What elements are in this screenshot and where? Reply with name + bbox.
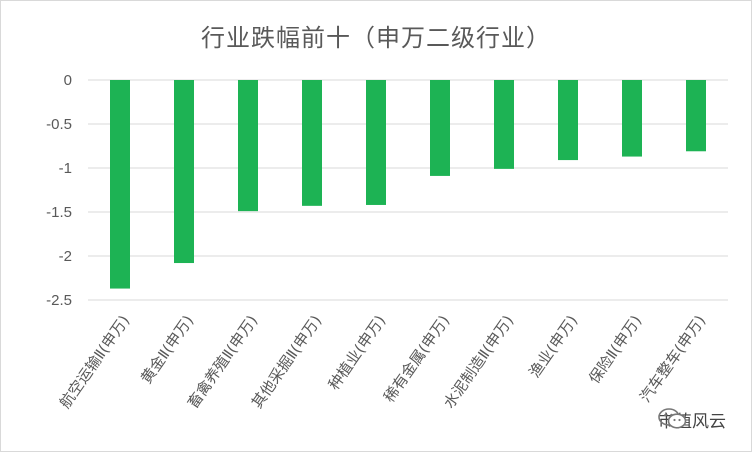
y-tick-label: -1.5 (46, 204, 72, 221)
x-tick-label: 稀有金属(申万) (380, 312, 453, 406)
x-tick-label: 种植业(申万) (325, 312, 389, 393)
bar (110, 80, 130, 289)
x-tick-label: 保险Ⅱ(申万) (585, 312, 645, 387)
y-tick-label: -2 (59, 248, 72, 265)
x-tick-label: 其他采掘Ⅱ(申万) (248, 312, 325, 412)
bar (558, 80, 578, 161)
chart-title: 行业跌幅前十（申万二级行业） (201, 24, 551, 52)
bar (238, 80, 258, 212)
x-tick-label: 水泥制造Ⅱ(申万) (440, 312, 517, 412)
wechat-icon (658, 408, 687, 429)
x-tick-label: 黄金Ⅱ(申万) (137, 312, 197, 387)
bar (494, 80, 514, 169)
x-tick-label: 航空运输Ⅱ(申万) (56, 312, 133, 412)
bar (302, 80, 322, 206)
x-tick-label: 渔业(申万) (525, 312, 581, 381)
bar (430, 80, 450, 176)
bar (174, 80, 194, 264)
bar (686, 80, 706, 152)
y-tick-label: -0.5 (46, 116, 72, 133)
y-tick-label: 0 (64, 72, 72, 89)
x-tick-label: 汽车整车(申万) (636, 312, 709, 406)
watermark: 市值风云 (658, 407, 726, 432)
bar (366, 80, 386, 205)
bar (622, 80, 642, 157)
y-tick-label: -2.5 (46, 292, 72, 309)
y-tick-label: -1 (59, 160, 72, 177)
x-tick-label: 畜禽养殖Ⅱ(申万) (184, 312, 261, 412)
